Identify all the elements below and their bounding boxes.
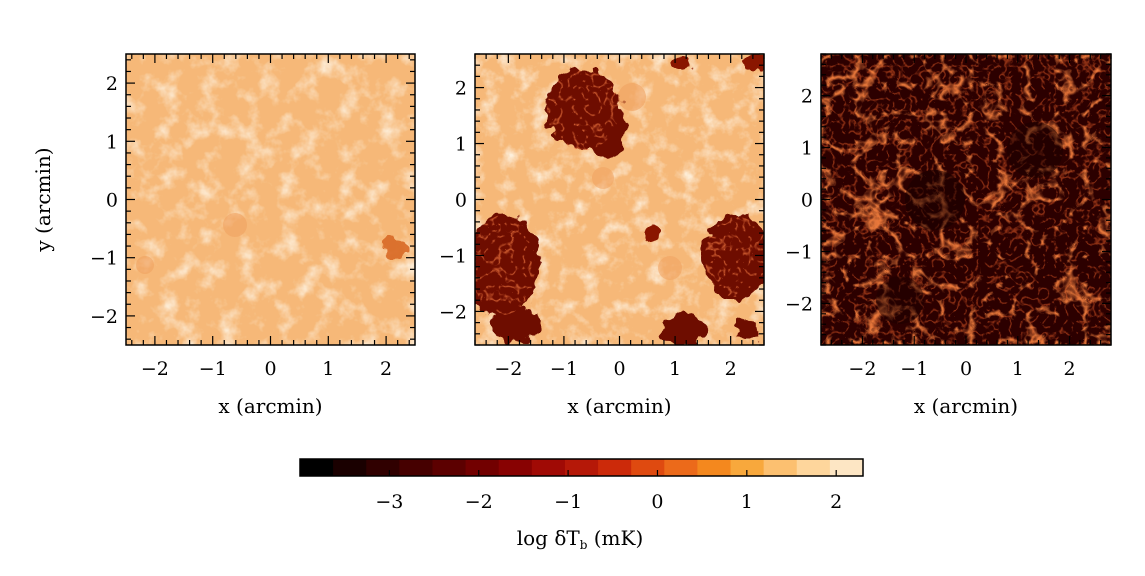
colorbar-cell: [598, 459, 632, 476]
y-tick-label: 2: [106, 73, 118, 95]
panel-1: −2 −1 0 1 2 −2 −1 0 1 2 x (arcmin) y (arcmin): [31, 53, 416, 418]
colorbar-cell: [697, 459, 732, 476]
y-tick-label: −2: [785, 293, 813, 315]
colorbar-cell: [564, 459, 599, 476]
y-tick-label: 0: [455, 190, 467, 212]
y-tick-label: −1: [785, 241, 813, 263]
y-tick-label: 0: [801, 190, 813, 212]
panel-1-y-axis-label: y (arcmin): [31, 147, 55, 252]
x-tick-label: −2: [848, 358, 876, 380]
x-tick-label: −1: [199, 358, 227, 380]
x-tick-label: −2: [494, 358, 522, 380]
x-tick-label: 2: [380, 358, 392, 380]
colorbar-cell: [300, 459, 334, 476]
colorbar-tick-label: 0: [651, 491, 663, 513]
y-tick-label: −1: [90, 248, 118, 270]
colorbar-tick-label: −1: [554, 491, 582, 513]
colorbar-frame: [299, 458, 864, 477]
x-tick-label: 0: [960, 358, 972, 380]
y-tick-label: 1: [455, 134, 467, 156]
y-tick-label: 1: [106, 131, 118, 153]
colorbar-tick-label: 1: [741, 491, 753, 513]
x-tick-label: 0: [613, 358, 625, 380]
colorbar-cell: [399, 459, 434, 476]
x-tick-label: 1: [669, 358, 681, 380]
colorbar-cell: [829, 459, 864, 476]
panel-1-x-axis-label: x (arcmin): [218, 394, 322, 418]
panel-3: −2 −1 0 1 2 −2 −1 0 1 2 x (arcmin): [785, 53, 1112, 418]
y-tick-label: 2: [455, 78, 467, 100]
colorbar-cell: [498, 459, 533, 476]
x-tick-label: 2: [725, 358, 737, 380]
colorbar-cell: [631, 459, 665, 476]
colorbar-tick-label: −2: [465, 491, 493, 513]
colorbar-label: log δTb (mK): [517, 526, 644, 552]
panel-3-map: [821, 54, 1111, 345]
x-tick-label: 2: [1064, 358, 1076, 380]
x-tick-label: 1: [322, 358, 334, 380]
x-tick-label: −1: [550, 358, 578, 380]
colorbar-tick-label: 2: [830, 491, 842, 513]
colorbar-cell: [730, 459, 765, 476]
colorbar-cell: [796, 459, 831, 476]
panel-2: −2 −1 0 1 2 −2 −1 0 1 2 x (arcmin): [439, 53, 765, 418]
x-tick-label: 0: [264, 358, 276, 380]
y-tick-label: 2: [801, 86, 813, 108]
x-tick-label: −2: [141, 358, 169, 380]
y-tick-label: −1: [439, 245, 467, 267]
y-tick-label: 0: [106, 190, 118, 212]
colorbar-cell: [366, 459, 400, 476]
colorbar-cell: [333, 459, 367, 476]
panel-2-map: [475, 54, 764, 345]
colorbar-cell: [664, 459, 699, 476]
panel-2-x-axis-label: x (arcmin): [567, 394, 671, 418]
y-tick-label: 1: [801, 138, 813, 160]
panel-1-map: [126, 54, 415, 345]
y-tick-label: −2: [90, 306, 118, 328]
colorbar-cell: [763, 459, 798, 476]
colorbar-tick-label: −3: [375, 491, 403, 513]
colorbar-cell: [531, 459, 566, 476]
x-tick-label: −1: [900, 358, 928, 380]
x-tick-label: 1: [1012, 358, 1024, 380]
colorbar-cell: [432, 459, 467, 476]
panel-3-x-axis-label: x (arcmin): [914, 394, 1018, 418]
colorbar-cell: [465, 459, 500, 476]
y-tick-label: −2: [439, 301, 467, 323]
colorbar: −3 −2 −1 0 1 2 log δTb (mK): [299, 458, 864, 552]
